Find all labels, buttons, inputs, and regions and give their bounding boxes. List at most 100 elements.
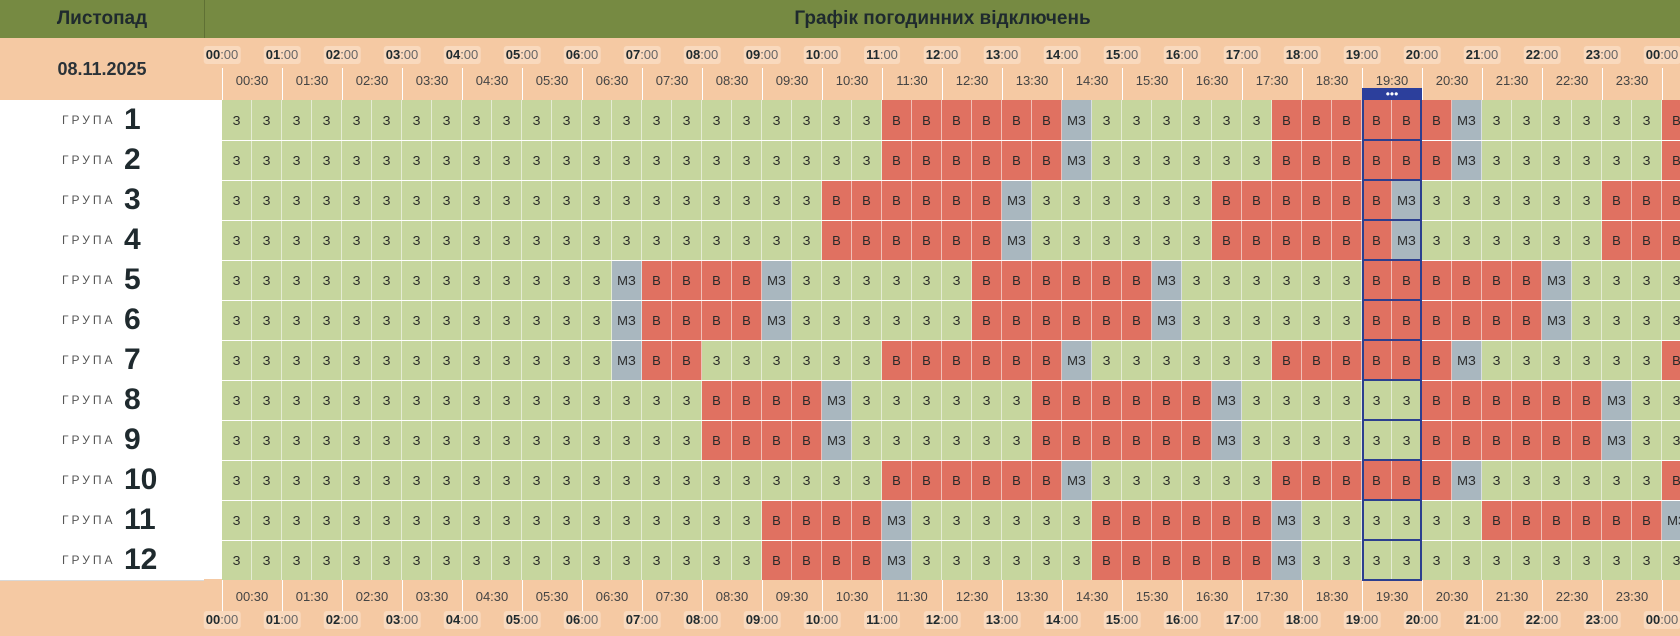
schedule-cell[interactable]: З xyxy=(942,500,972,540)
schedule-cell[interactable]: МЗ xyxy=(882,500,912,540)
schedule-cell[interactable]: З xyxy=(222,340,252,380)
schedule-cell[interactable]: З xyxy=(1152,460,1182,500)
schedule-cell[interactable]: З xyxy=(972,500,1002,540)
schedule-cell[interactable]: З xyxy=(642,140,672,180)
schedule-cell[interactable]: З xyxy=(942,380,972,420)
schedule-cell[interactable]: З xyxy=(1242,340,1272,380)
schedule-cell[interactable]: З xyxy=(222,100,252,140)
schedule-cell[interactable]: З xyxy=(732,220,762,260)
schedule-cell[interactable]: МЗ xyxy=(1002,220,1032,260)
schedule-cell[interactable]: З xyxy=(1482,100,1512,140)
schedule-cell[interactable]: З xyxy=(462,540,492,580)
schedule-cell[interactable]: З xyxy=(1092,100,1122,140)
schedule-cell[interactable]: З xyxy=(642,460,672,500)
schedule-cell[interactable]: З xyxy=(1182,180,1212,220)
schedule-cell[interactable]: З xyxy=(912,300,942,340)
schedule-cell[interactable]: З xyxy=(1422,540,1452,580)
schedule-cell[interactable]: З xyxy=(702,500,732,540)
schedule-cell[interactable]: В xyxy=(1212,500,1242,540)
schedule-cell[interactable]: З xyxy=(1482,140,1512,180)
schedule-cell[interactable]: З xyxy=(1392,500,1422,540)
schedule-cell[interactable]: З xyxy=(822,100,852,140)
schedule-cell[interactable]: З xyxy=(792,140,822,180)
schedule-cell[interactable]: В xyxy=(1032,100,1062,140)
schedule-cell[interactable]: З xyxy=(672,460,702,500)
schedule-cell[interactable]: В xyxy=(1302,220,1332,260)
schedule-cell[interactable]: З xyxy=(222,500,252,540)
schedule-cell[interactable]: З xyxy=(432,380,462,420)
schedule-cell[interactable]: В xyxy=(1272,180,1302,220)
schedule-cell[interactable]: З xyxy=(552,460,582,500)
schedule-cell[interactable]: В xyxy=(912,460,942,500)
schedule-cell[interactable]: З xyxy=(312,220,342,260)
schedule-cell[interactable]: З xyxy=(1542,340,1572,380)
schedule-cell[interactable]: З xyxy=(402,540,432,580)
schedule-cell[interactable]: З xyxy=(462,260,492,300)
schedule-cell[interactable]: В xyxy=(1122,500,1152,540)
schedule-cell[interactable]: В xyxy=(1122,380,1152,420)
schedule-cell[interactable]: МЗ xyxy=(762,300,792,340)
schedule-cell[interactable]: В xyxy=(912,100,942,140)
schedule-cell[interactable]: В xyxy=(1002,340,1032,380)
schedule-cell[interactable]: З xyxy=(1602,140,1632,180)
schedule-cell[interactable]: В xyxy=(1272,100,1302,140)
schedule-cell[interactable]: З xyxy=(402,420,432,460)
schedule-cell[interactable]: З xyxy=(492,460,522,500)
schedule-cell[interactable]: В xyxy=(822,220,852,260)
schedule-cell[interactable]: З xyxy=(252,380,282,420)
schedule-cell[interactable]: В xyxy=(1062,380,1092,420)
schedule-cell[interactable]: В xyxy=(1452,420,1482,460)
schedule-cell[interactable]: З xyxy=(822,460,852,500)
schedule-cell[interactable]: З xyxy=(372,140,402,180)
schedule-cell[interactable]: З xyxy=(1092,140,1122,180)
schedule-cell[interactable]: З xyxy=(642,220,672,260)
schedule-cell[interactable]: В xyxy=(1062,300,1092,340)
schedule-cell[interactable]: З xyxy=(1122,100,1152,140)
schedule-cell[interactable]: З xyxy=(1542,100,1572,140)
schedule-cell[interactable]: З xyxy=(252,500,282,540)
schedule-cell[interactable]: З xyxy=(672,540,702,580)
schedule-cell[interactable]: З xyxy=(792,220,822,260)
schedule-cell[interactable]: З xyxy=(222,220,252,260)
schedule-cell[interactable]: В xyxy=(1002,100,1032,140)
schedule-cell[interactable]: В xyxy=(1452,260,1482,300)
schedule-cell[interactable]: В xyxy=(1272,220,1302,260)
schedule-cell[interactable]: З xyxy=(1212,260,1242,300)
schedule-cell[interactable]: З xyxy=(1002,540,1032,580)
schedule-cell[interactable]: З xyxy=(1272,300,1302,340)
schedule-cell[interactable]: З xyxy=(1182,140,1212,180)
schedule-cell[interactable]: МЗ xyxy=(822,380,852,420)
schedule-cell[interactable]: З xyxy=(522,460,552,500)
schedule-cell[interactable]: З xyxy=(1362,380,1392,420)
schedule-cell[interactable]: МЗ xyxy=(1152,260,1182,300)
schedule-cell[interactable]: З xyxy=(342,180,372,220)
schedule-cell[interactable]: З xyxy=(642,100,672,140)
schedule-cell[interactable]: З xyxy=(342,340,372,380)
schedule-cell[interactable]: В xyxy=(942,140,972,180)
schedule-cell[interactable]: З xyxy=(972,540,1002,580)
schedule-cell[interactable]: В xyxy=(1002,260,1032,300)
schedule-cell[interactable]: В xyxy=(1302,140,1332,180)
schedule-cell[interactable]: З xyxy=(402,380,432,420)
schedule-cell[interactable]: В xyxy=(1032,140,1062,180)
schedule-cell[interactable]: МЗ xyxy=(612,340,642,380)
schedule-cell[interactable]: З xyxy=(1242,420,1272,460)
schedule-cell[interactable]: МЗ xyxy=(612,300,642,340)
schedule-cell[interactable]: З xyxy=(1272,380,1302,420)
schedule-cell[interactable]: З xyxy=(282,220,312,260)
schedule-cell[interactable]: З xyxy=(342,260,372,300)
schedule-cell[interactable]: В xyxy=(1602,220,1632,260)
schedule-cell[interactable]: В xyxy=(1422,140,1452,180)
schedule-cell[interactable]: З xyxy=(912,260,942,300)
schedule-cell[interactable]: З xyxy=(1302,540,1332,580)
schedule-cell[interactable]: З xyxy=(252,420,282,460)
schedule-cell[interactable]: З xyxy=(972,420,1002,460)
schedule-cell[interactable]: З xyxy=(792,180,822,220)
schedule-cell[interactable]: В xyxy=(1212,180,1242,220)
schedule-cell[interactable]: З xyxy=(222,140,252,180)
schedule-cell[interactable]: В xyxy=(972,220,1002,260)
schedule-cell[interactable]: З xyxy=(342,540,372,580)
schedule-cell[interactable]: З xyxy=(372,260,402,300)
schedule-cell[interactable]: В xyxy=(1272,140,1302,180)
schedule-cell[interactable]: З xyxy=(552,380,582,420)
